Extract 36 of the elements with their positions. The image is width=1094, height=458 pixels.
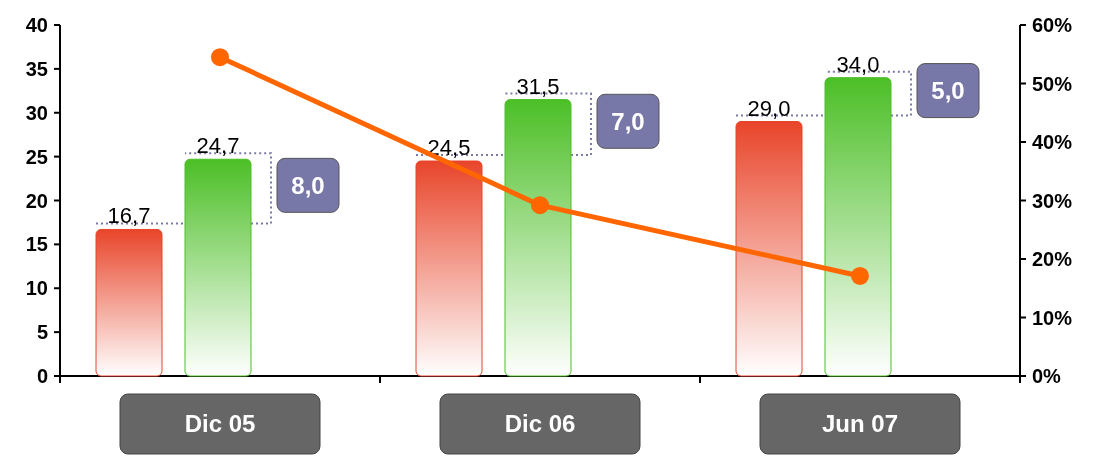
point bbox=[211, 48, 229, 67]
y2-tick-label: 20% bbox=[1032, 248, 1073, 270]
bar bbox=[735, 121, 803, 377]
y-tick-label: 30 bbox=[25, 101, 48, 124]
point bbox=[851, 266, 869, 285]
data-label: 34,0 bbox=[836, 51, 880, 77]
bar bbox=[184, 158, 252, 377]
x-tick-label: Jun 07 bbox=[821, 410, 899, 438]
y2-tick-label: 10% bbox=[1032, 306, 1073, 329]
annotation: 7,0 bbox=[611, 107, 645, 135]
y2-tick-label: 30% bbox=[1032, 189, 1073, 212]
y-tick-label: 40 bbox=[25, 14, 48, 36]
y-tick-label: 5 bbox=[36, 321, 48, 344]
y2-tick-label: 60% bbox=[1032, 14, 1073, 36]
bar bbox=[95, 228, 163, 377]
x-tick-label: Dic 06 bbox=[504, 410, 576, 438]
y-tick-label: 10 bbox=[25, 277, 48, 300]
y-tick-label: 35 bbox=[25, 57, 48, 80]
bar bbox=[824, 77, 892, 377]
y-tick-label: 20 bbox=[25, 189, 48, 212]
data-label: 16,7 bbox=[107, 203, 151, 229]
y-tick-label: 15 bbox=[25, 233, 48, 256]
y2-tick-label: 50% bbox=[1032, 72, 1073, 95]
y-tick-label: 0 bbox=[36, 365, 48, 387]
y2-tick-label: 0% bbox=[1032, 365, 1062, 387]
y-tick-label: 25 bbox=[25, 145, 48, 168]
bar bbox=[504, 99, 572, 377]
annotation: 8,0 bbox=[291, 171, 325, 199]
data-label: 24,7 bbox=[196, 133, 240, 159]
data-label: 29,0 bbox=[747, 95, 791, 121]
point bbox=[531, 196, 549, 215]
y2-tick-label: 40% bbox=[1032, 131, 1073, 153]
annotation: 5,0 bbox=[931, 76, 965, 104]
x-tick-label: Dic 05 bbox=[184, 410, 256, 438]
data-label: 31,5 bbox=[516, 73, 560, 99]
bar bbox=[415, 160, 483, 377]
